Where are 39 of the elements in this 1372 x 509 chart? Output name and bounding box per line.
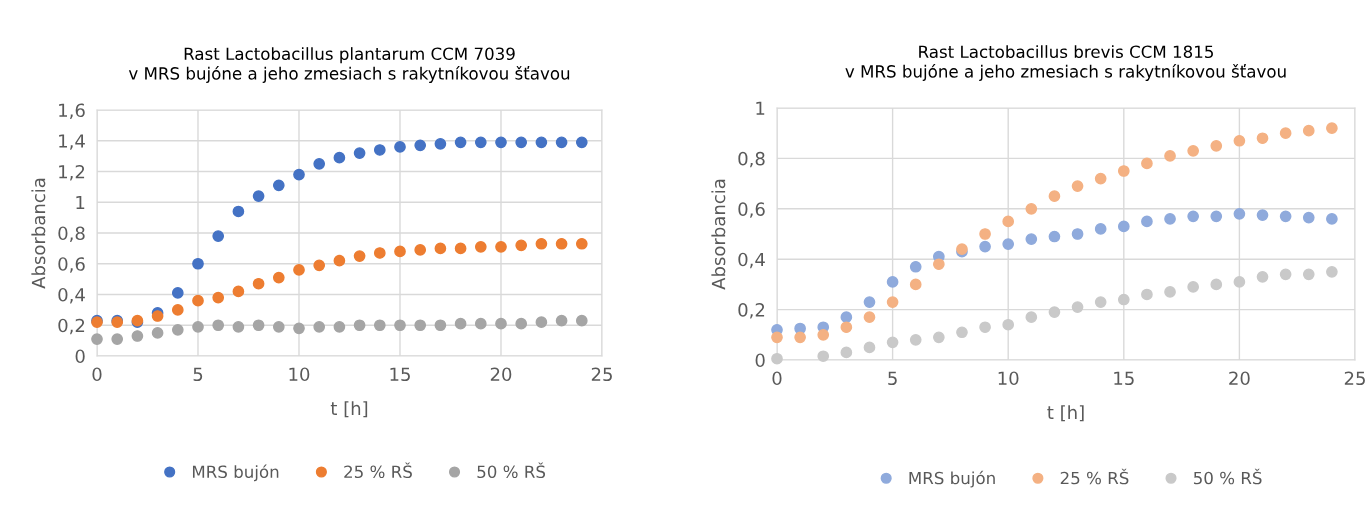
y-tick-label: 0,6 <box>58 257 85 273</box>
x-tick-label: 5 <box>888 371 897 386</box>
x-axis-title: t [h] <box>330 401 368 418</box>
y-tick-label: 0,2 <box>738 303 765 319</box>
y-tick-label: 0,4 <box>58 287 85 304</box>
y-tick-label: 0,6 <box>738 202 765 218</box>
y-tick-label: 0 <box>75 349 85 364</box>
x-tick-label: 15 <box>390 367 410 382</box>
x-tick-label: 25 <box>1344 371 1365 386</box>
legend-label: 25 % RŠ <box>344 462 412 479</box>
x-tick-label: 5 <box>193 367 203 382</box>
x-tick-label: 25 <box>591 367 612 382</box>
y-tick-label: 1,2 <box>59 164 85 181</box>
y-tick-label: 1,6 <box>59 103 85 119</box>
y-tick-label: 0,8 <box>738 151 765 168</box>
x-tick-label: 20 <box>490 367 512 382</box>
x-tick-label: 0 <box>92 367 102 382</box>
y-tick-label: 1 <box>756 101 765 115</box>
x-tick-label: 10 <box>289 367 310 382</box>
y-axis-title: Absorbancia <box>711 179 726 290</box>
y-tick-label: 0,2 <box>58 318 85 335</box>
legend-label: MRS bujón <box>192 464 279 482</box>
y-tick-label: 0,4 <box>738 252 765 269</box>
y-axis-title: Absorbancia <box>31 178 46 289</box>
legend-label: 50 % RŠ <box>1193 468 1262 485</box>
y-tick-label: 0 <box>755 353 765 368</box>
legend-label: MRS bujón <box>909 470 995 488</box>
chart-title: Rast Lactobacillus brevis CCM 1815 v MRS bujóne a jeho zmesiach s rakytníkovou šťavou <box>845 45 1286 81</box>
x-tick-label: 10 <box>998 371 1019 386</box>
legend-label: 25 % RŠ <box>1060 468 1129 485</box>
x-tick-label: 20 <box>1229 371 1250 386</box>
x-tick-label: 15 <box>1114 371 1134 386</box>
x-tick-label: 0 <box>772 371 782 386</box>
chart-title: Rast Lactobacillus plantarum CCM 7039 v MRS bujóne a jeho zmesiach s rakytníkovou šťavou <box>128 47 570 83</box>
legend-label: 50 % RŠ <box>477 462 546 479</box>
y-tick-label: 1,4 <box>59 134 85 150</box>
x-axis-title: t [h] <box>1047 405 1084 422</box>
y-tick-label: 1 <box>76 195 85 210</box>
y-tick-label: 0,8 <box>58 226 85 242</box>
